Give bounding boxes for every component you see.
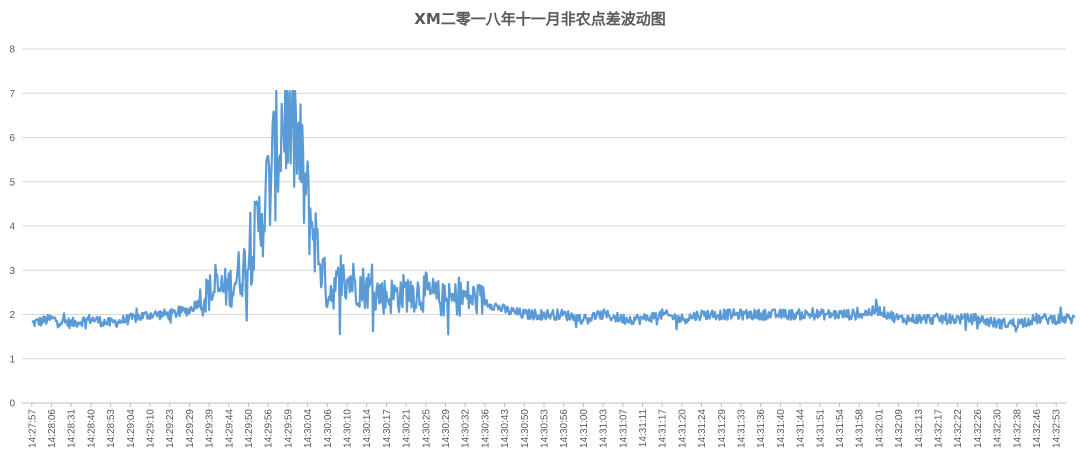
x-tick-label: 14:31:40 [776,409,787,448]
x-tick-label: 14:31:24 [697,409,708,448]
x-tick-label: 14:29:56 [264,409,275,448]
x-tick-label: 14:31:07 [618,409,629,448]
x-tick-label: 14:31:20 [677,409,688,448]
x-tick-label: 14:32:01 [874,409,885,448]
x-tick-label: 14:29:04 [126,409,137,448]
y-tick-label: 8 [9,45,15,56]
x-tick-label: 14:30:17 [382,409,393,448]
series-line [31,89,1076,336]
x-tick-label: 14:29:44 [224,409,235,448]
x-tick-label: 14:30:25 [421,409,432,448]
x-tick-label: 14:30:32 [461,409,472,448]
x-tick-label: 14:30:14 [362,409,373,448]
chart-title: XM二零一八年十一月非农点差波动图 [414,10,666,28]
y-tick-label: 2 [9,310,15,321]
x-tick-label: 14:30:36 [480,409,491,448]
x-tick-label: 14:31:33 [736,409,747,448]
x-tick-label: 14:31:03 [599,409,610,448]
x-tick-label: 14:31:29 [717,409,728,448]
x-tick-label: 14:30:21 [402,409,413,448]
y-tick-label: 4 [9,222,15,233]
x-tick-label: 14:30:04 [303,409,314,448]
x-tick-label: 14:31:44 [796,409,807,448]
x-tick-label: 14:31:00 [579,409,590,448]
x-tick-label: 14:29:29 [185,409,196,448]
x-tick-label: 14:32:30 [993,409,1004,448]
y-tick-label: 7 [9,89,15,100]
x-tick-label: 14:28:06 [47,409,58,448]
y-tick-label: 5 [9,177,15,188]
x-tick-label: 14:31:36 [756,409,767,448]
x-tick-label: 14:29:39 [205,409,216,448]
x-tick-label: 14:30:53 [540,409,551,448]
x-tick-label: 14:29:10 [146,409,157,448]
gridlines [22,48,1066,404]
x-tick-label: 14:32:46 [1032,409,1043,448]
x-tick-label: 14:32:17 [933,409,944,448]
x-tick-label: 14:32:26 [973,409,984,448]
y-tick-label: 1 [9,354,15,365]
series-layer [31,89,1076,336]
x-tick-label: 14:31:54 [835,409,846,448]
x-tick-label: 14:29:59 [283,409,294,448]
x-tick-label: 14:30:10 [343,409,354,448]
x-tick-label: 14:30:56 [559,409,570,448]
axes: 0 1 2 3 4 5 6 7 8 14:27:57 14:28:06 14:28:31 14:28:4… [9,45,1062,448]
x-tick-label: 14:28:53 [106,409,117,448]
x-tick-label: 14:31:51 [815,409,826,448]
x-tick-label: 14:32:13 [914,409,925,448]
x-tick-label: 14:30:29 [441,409,452,448]
x-tick-label: 14:32:38 [1012,409,1023,448]
x-tick-label: 14:30:43 [500,409,511,448]
y-tick-label: 6 [9,133,15,144]
y-tick-label: 0 [9,399,15,410]
x-tick-label: 14:30:50 [520,409,531,448]
x-tick-label: 14:31:17 [658,409,669,448]
x-tick-label: 14:28:40 [86,409,97,448]
y-tick-label: 3 [9,266,15,277]
x-tick-label: 14:29:23 [165,409,176,448]
x-tick-label: 14:32:22 [953,409,964,448]
x-tick-label: 14:29:50 [244,409,255,448]
x-tick-label: 14:27:57 [27,409,38,448]
x-tick-label: 14:32:53 [1052,409,1063,448]
x-tick-label: 14:30:06 [323,409,334,448]
x-tick-label: 14:31:58 [855,409,866,448]
x-tick-label: 14:31:11 [638,409,649,448]
x-tick-label: 14:28:31 [67,409,78,448]
x-tick-label: 14:32:09 [894,409,905,448]
